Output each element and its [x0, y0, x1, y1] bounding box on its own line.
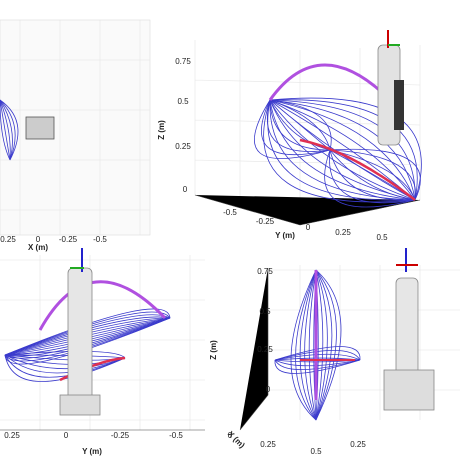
- trajectory: [0, 99, 16, 161]
- trajectory: [269, 99, 331, 151]
- trajectory: [269, 99, 331, 151]
- trajectory: [315, 269, 342, 421]
- tick-label: 0: [306, 223, 311, 232]
- trajectory: [0, 99, 13, 161]
- axis-label: Z (m): [209, 340, 218, 360]
- trajectory: [4, 317, 171, 356]
- tick-label: -0.5: [169, 431, 183, 440]
- tick-label: 0.25: [335, 228, 351, 237]
- trajectory: [329, 148, 421, 201]
- trajectory: [274, 346, 361, 361]
- trajectory: [4, 311, 171, 356]
- trajectory: [261, 99, 331, 156]
- tick-label: 0.75: [175, 57, 191, 66]
- tick-label: 0.5: [177, 97, 189, 106]
- trajectory: [324, 149, 416, 208]
- tick-label: 0: [266, 385, 271, 394]
- tick-label: 0.25: [4, 431, 20, 440]
- tick-label: 0.25: [0, 235, 16, 244]
- trajectory: [0, 99, 11, 161]
- trajectory: [329, 149, 416, 204]
- trajectory: [4, 354, 126, 378]
- trajectory: [274, 349, 361, 361]
- trajectory: [269, 99, 331, 151]
- trajectory: [315, 269, 324, 421]
- trajectory: [269, 99, 416, 201]
- trajectory: [269, 99, 416, 201]
- trajectory: [4, 317, 171, 356]
- trajectory: [274, 353, 361, 361]
- tick-label: 0.75: [257, 267, 273, 276]
- tick-label: 0.5: [376, 233, 388, 242]
- tick-label: 0.5: [310, 447, 322, 456]
- trajectory: [308, 269, 317, 421]
- tick-label: -0.25: [256, 217, 275, 226]
- trajectory: [329, 149, 416, 201]
- trajectory: [315, 269, 337, 421]
- tick-label: 0: [64, 431, 69, 440]
- trajectory: [4, 317, 171, 365]
- trajectory: [329, 149, 416, 201]
- tick-label: -0.25: [111, 431, 130, 440]
- highlight: [268, 63, 392, 102]
- trajectory: [315, 269, 328, 421]
- trajectory: [274, 359, 361, 371]
- trajectory: [295, 269, 317, 421]
- trajectory: [269, 99, 416, 201]
- axis-label: X (m): [28, 243, 48, 252]
- tick-label: 0: [183, 185, 188, 194]
- trajectory: [269, 99, 332, 151]
- tick-label: 0.25: [175, 142, 191, 151]
- trajectory: [329, 149, 416, 201]
- trajectory: [290, 269, 317, 421]
- tick-label: 0.25: [350, 440, 366, 449]
- trajectory: [4, 308, 171, 356]
- trajectory: [0, 99, 11, 161]
- trajectory: [4, 354, 126, 370]
- highlight: [59, 356, 126, 382]
- tick-label: -0.5: [223, 208, 237, 217]
- axis-label: Z (m): [157, 120, 166, 140]
- highlight: [299, 138, 416, 201]
- robots: [25, 30, 435, 416]
- trajectory: [253, 99, 331, 159]
- trajectory: [4, 354, 126, 382]
- trajectory: [4, 354, 126, 374]
- tick-label: -0.25: [59, 235, 78, 244]
- axis-label: Y (m): [82, 447, 102, 456]
- trajectory: [0, 99, 19, 161]
- grids: [0, 19, 460, 431]
- tick-label: 0.25: [257, 345, 273, 354]
- trajectory: [266, 99, 331, 152]
- tick-label: -0.5: [93, 235, 107, 244]
- tick-label: 0.5: [259, 307, 271, 316]
- tick-label: 0: [36, 235, 41, 244]
- tick-label: 0.25: [260, 440, 276, 449]
- trajectory: [4, 317, 171, 359]
- axis-label: Y (m): [275, 231, 295, 240]
- trajectories: [0, 63, 422, 421]
- trajectory: [269, 99, 416, 201]
- trajectory: [4, 316, 171, 356]
- trajectory: [274, 359, 361, 374]
- trajectory: [0, 99, 11, 161]
- trajectory: [315, 269, 333, 421]
- highlight: [38, 280, 167, 331]
- trajectory: [274, 359, 361, 367]
- trajectory: [329, 149, 416, 201]
- tick-label: 0: [228, 431, 233, 440]
